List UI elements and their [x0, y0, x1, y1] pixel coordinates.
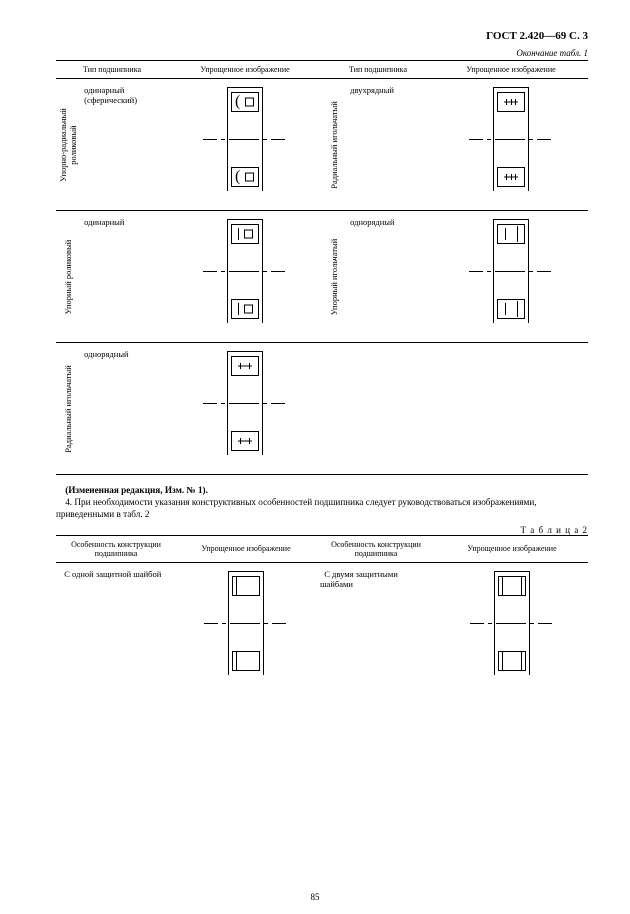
doc-number: ГОСТ 2.420—69 С. 3: [56, 30, 588, 42]
t1-h3: Тип подшипника: [322, 61, 434, 79]
t1-r3-cat-left: Радиальный игольчатый: [56, 343, 80, 475]
t1-r1-cat-right: Радиальный игольчатый: [322, 79, 346, 211]
t1-r3-desc-right: [346, 343, 434, 475]
table-1: Тип подшипника Упрощенное изображение Ти…: [56, 60, 588, 475]
t1-r2-cat-left: Упорный роликовый: [56, 211, 80, 343]
t1-r1-desc-left: одинарный (сферический): [80, 79, 168, 211]
t1-r2-img-left: [168, 211, 322, 343]
paragraph: (Измененная редакция, Изм. № 1). 4. При …: [56, 485, 588, 521]
t1-r3-desc-left: однорядный: [80, 343, 168, 475]
page-number: 85: [0, 892, 630, 902]
t2-r1-desc-left: С одной защитной шайбой: [56, 562, 176, 712]
t1-h2: Упрощенное изображение: [168, 61, 322, 79]
t1-r3-cat-right: [322, 343, 346, 475]
t1-r2-img-right: [434, 211, 588, 343]
table-2: Особенность конструкции подшипника Упрощ…: [56, 535, 588, 713]
t2-h2: Упрощенное изображение: [176, 535, 316, 562]
t2-h3: Особенность конструкции подшипника: [316, 535, 436, 562]
t1-r1-cat-left: Упорно-радиальныйроликовый: [56, 79, 80, 211]
t1-r1-img-right: [434, 79, 588, 211]
t1-h4: Упрощенное изображение: [434, 61, 588, 79]
t1-r2-desc-right: однорядный: [346, 211, 434, 343]
t2-r1-img-right: [436, 562, 588, 712]
t2-r1-img-left: [176, 562, 316, 712]
t1-r3-img-right: [434, 343, 588, 475]
t1-r2-cat-right: Упорный игольчатый: [322, 211, 346, 343]
para-bold: (Измененная редакция, Изм. № 1).: [65, 485, 208, 495]
para-text: 4. При необходимости указания конструкти…: [56, 497, 537, 519]
t2-r1-desc-right: С двумя защитными шайбами: [316, 562, 436, 712]
t2-h1: Особенность конструкции подшипника: [56, 535, 176, 562]
t1-r1-img-left: ( (: [168, 79, 322, 211]
t2-h4: Упрощенное изображение: [436, 535, 588, 562]
t1-r3-img-left: [168, 343, 322, 475]
t1-r2-desc-left: одинарный: [80, 211, 168, 343]
table-continuation: Окончание табл. 1: [56, 48, 588, 58]
table-2-label: Т а б л и ц а 2: [56, 525, 588, 535]
t1-r1-desc-right: двухрядный: [346, 79, 434, 211]
t1-h1: Тип подшипника: [56, 61, 168, 79]
